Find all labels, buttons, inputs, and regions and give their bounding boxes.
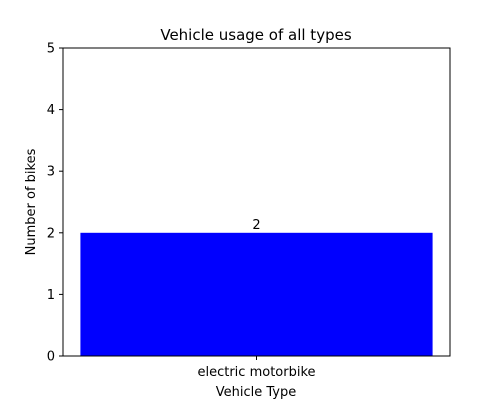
bar (80, 232, 433, 356)
bars (80, 232, 433, 356)
y-tick-label: 0 (47, 350, 55, 365)
y-tick-label: 2 (47, 226, 55, 241)
y-axis-label: Number of bikes (24, 148, 39, 255)
plot-area (62, 47, 451, 357)
x-axis-label: Vehicle Type (216, 385, 296, 400)
y-tick-label: 4 (47, 103, 55, 118)
y-tick-label: 5 (47, 42, 55, 57)
bar-value-label: 2 (252, 218, 260, 233)
y-tick-label: 1 (47, 288, 55, 303)
x-tick-label: electric motorbike (197, 365, 315, 380)
y-tick-label: 3 (47, 165, 55, 180)
y-axis-ticks: 0 1 2 3 4 5 (47, 42, 63, 365)
chart-title: Vehicle usage of all types (160, 26, 351, 44)
x-axis-ticks: electric motorbike (197, 356, 316, 380)
bar-data-labels: 2 (252, 218, 260, 233)
